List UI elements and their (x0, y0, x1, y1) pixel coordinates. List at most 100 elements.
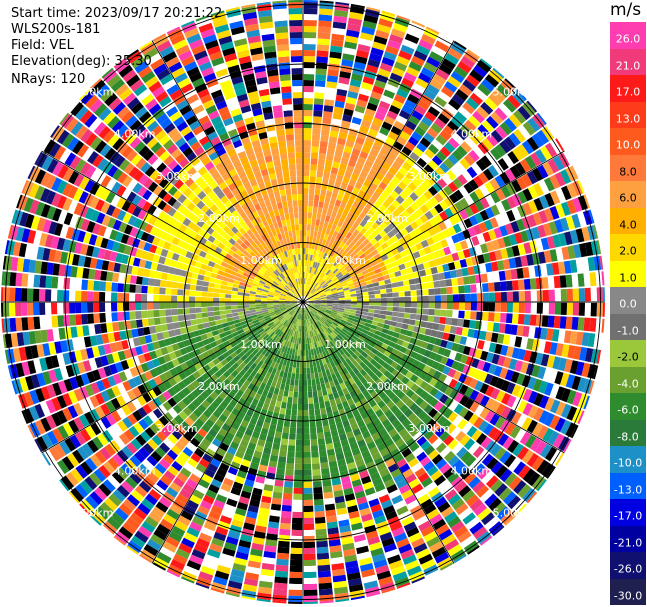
range-gate (508, 234, 518, 246)
range-gate (480, 155, 492, 168)
range-gate (434, 257, 442, 266)
range-gate (333, 300, 340, 302)
range-gate (434, 241, 443, 250)
range-gate (513, 461, 526, 475)
range-gate (410, 383, 420, 393)
range-gate (330, 312, 337, 317)
range-gate (570, 165, 579, 180)
range-gate (204, 270, 212, 277)
range-gate (490, 147, 502, 161)
range-gate (338, 76, 350, 85)
range-gate (359, 235, 367, 243)
range-gate (291, 409, 297, 416)
range-gate (352, 221, 360, 229)
range-gate (438, 373, 448, 383)
range-gate (295, 451, 303, 458)
range-gate (460, 141, 472, 153)
range-gate (482, 292, 489, 302)
range-gate (566, 389, 577, 405)
range-gate (390, 190, 399, 200)
range-gate (323, 285, 329, 290)
range-gate (363, 193, 372, 202)
range-gate (455, 430, 466, 442)
range-gate (439, 129, 452, 141)
range-gate (469, 215, 479, 226)
range-gate (51, 276, 59, 289)
range-gate (362, 165, 371, 174)
range-gate (355, 329, 362, 335)
range-gate (569, 331, 578, 345)
range-gate (524, 434, 537, 449)
range-gate (488, 342, 497, 353)
range-gate (303, 403, 309, 411)
range-gate (386, 297, 393, 302)
range-gate (536, 290, 543, 302)
range-gate (189, 290, 196, 296)
range-gate (325, 369, 331, 377)
range-gate (288, 583, 303, 590)
range-gate (571, 274, 579, 288)
range-gate (351, 213, 359, 222)
range-gate (416, 142, 428, 153)
range-gate (389, 34, 404, 44)
range-gate (306, 236, 310, 243)
range-gate (323, 171, 331, 179)
range-gate (408, 532, 423, 543)
range-gate (303, 224, 307, 231)
range-gate (439, 430, 450, 442)
range-gate (365, 201, 374, 210)
range-gate (529, 437, 542, 452)
range-gate (388, 428, 398, 438)
range-gate (402, 161, 413, 172)
range-gate (511, 245, 520, 257)
range-gate (429, 351, 438, 361)
range-gate (308, 297, 315, 300)
range-gate (315, 62, 328, 70)
range-gate (332, 27, 346, 36)
range-gate (321, 473, 331, 481)
range-gate (512, 443, 524, 457)
range-gate (500, 248, 509, 259)
range-gate (549, 249, 558, 262)
range-gate (305, 290, 308, 297)
range-gate (563, 151, 572, 165)
range-gate (309, 318, 313, 325)
range-gate (307, 305, 313, 309)
range-gate (403, 261, 412, 269)
range-gate (117, 292, 124, 302)
range-gate (417, 233, 426, 242)
range-gate (237, 305, 244, 309)
range-gate (484, 74, 500, 88)
range-gate (337, 325, 344, 331)
range-gate (308, 206, 313, 213)
range-gate (393, 141, 404, 151)
range-gate (303, 541, 316, 548)
range-gate (399, 463, 411, 474)
range-gate (324, 165, 332, 173)
range-gate (412, 345, 421, 353)
range-gate (314, 302, 321, 304)
range-gate (303, 230, 307, 237)
range-gate (310, 318, 314, 324)
range-gate (565, 374, 576, 389)
range-gate (365, 394, 374, 403)
range-gate (325, 328, 331, 335)
range-gate (327, 334, 334, 341)
range-gate (546, 125, 556, 138)
range-gate (420, 255, 429, 263)
range-gate (565, 422, 577, 438)
range-gate (363, 14, 379, 24)
range-gate (430, 422, 441, 434)
range-gate (315, 285, 321, 290)
range-gate (317, 558, 330, 566)
range-gate (346, 184, 354, 193)
range-gate (349, 370, 356, 378)
range-gate (480, 101, 494, 115)
range-gate (536, 459, 550, 475)
range-gate (371, 432, 381, 441)
range-gate (371, 249, 379, 256)
range-gate (366, 102, 378, 112)
range-gate (314, 335, 318, 342)
range-gate (314, 295, 321, 299)
range-gate (319, 219, 325, 227)
